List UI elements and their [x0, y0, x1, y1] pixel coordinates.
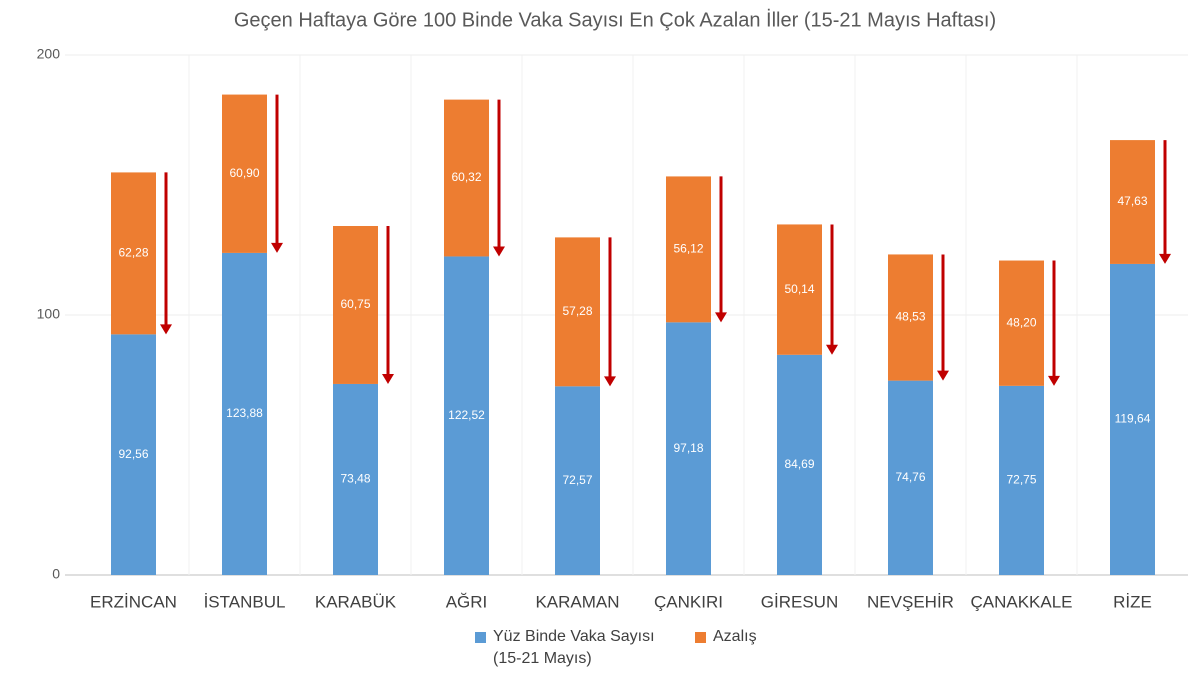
arrow-head	[715, 312, 727, 323]
y-tick-label: 100	[37, 306, 61, 322]
bar-segment	[777, 224, 822, 355]
x-tick-label: İSTANBUL	[204, 592, 286, 611]
data-label: 62,28	[118, 246, 148, 260]
data-label: 72,75	[1006, 473, 1036, 487]
legend-swatch	[695, 632, 706, 643]
bar-segment	[999, 385, 1044, 575]
data-label: 92,56	[118, 447, 148, 461]
bar-segment	[333, 383, 378, 575]
x-tick-label: ERZİNCAN	[90, 592, 177, 611]
data-label: 97,18	[673, 441, 703, 455]
data-label: 73,48	[340, 472, 370, 486]
data-label: 60,75	[340, 297, 370, 311]
data-label: 48,20	[1006, 315, 1036, 329]
legend-item: Azalış	[695, 628, 757, 648]
legend-item: Yüz Binde Vaka Sayısı (15-21 Mayıs)	[475, 628, 673, 670]
bar-segment	[1110, 140, 1155, 264]
bar-segment	[333, 226, 378, 384]
arrow-head	[160, 324, 172, 335]
data-label: 72,57	[562, 473, 592, 487]
data-label: 48,53	[895, 310, 925, 324]
data-label: 119,64	[1115, 412, 1151, 426]
data-label: 84,69	[784, 457, 814, 471]
bar-segment	[222, 94, 267, 253]
bar-segment	[444, 256, 489, 575]
bar-segment	[444, 99, 489, 257]
data-label: 56,12	[673, 242, 703, 256]
x-tick-label: KARAMAN	[535, 592, 619, 611]
chart-title: Geçen Haftaya Göre 100 Binde Vaka Sayısı…	[234, 8, 996, 31]
y-tick-label: 0	[52, 566, 60, 582]
arrow-head	[493, 246, 505, 257]
legend-label: Azalış	[713, 628, 757, 645]
x-tick-label: NEVŞEHİR	[867, 592, 954, 611]
bar-segment	[111, 334, 156, 575]
x-tick-label: ÇANKIRI	[654, 592, 723, 611]
bar-segment	[888, 380, 933, 575]
x-tick-label: AĞRI	[446, 592, 488, 611]
x-tick-label: ÇANAKKALE	[970, 592, 1072, 611]
bar-segment	[555, 386, 600, 575]
y-tick-label: 200	[37, 46, 61, 62]
data-label: 57,28	[562, 304, 592, 318]
bar-segment	[222, 252, 267, 576]
arrow-head	[382, 373, 394, 384]
data-label: 122,52	[448, 408, 485, 422]
arrow-head	[937, 370, 949, 381]
arrow-head	[1048, 375, 1060, 386]
bar-segment	[999, 260, 1044, 386]
data-label: 60,32	[451, 170, 481, 184]
bar-segment	[888, 254, 933, 381]
data-label: 60,90	[229, 166, 259, 180]
bar-segment	[111, 172, 156, 335]
x-tick-label: KARABÜK	[315, 592, 397, 611]
data-label: 74,76	[895, 470, 925, 484]
bar-segment	[666, 322, 711, 575]
data-label: 123,88	[226, 406, 263, 420]
bar-segment	[777, 354, 822, 575]
legend-swatch	[475, 632, 486, 643]
arrow-head	[271, 242, 283, 253]
data-label: 47,63	[1117, 194, 1147, 208]
data-label: 50,14	[784, 282, 814, 296]
x-tick-label: GİRESUN	[761, 592, 838, 611]
arrow-head	[604, 376, 616, 387]
bar-segment	[555, 237, 600, 387]
bar-segment	[666, 176, 711, 323]
legend: Yüz Binde Vaka Sayısı (15-21 Mayıs) Azalı…	[475, 628, 779, 670]
legend-label: Yüz Binde Vaka Sayısı (15-21 Mayıs)	[493, 628, 655, 667]
arrow-head	[826, 344, 838, 355]
bar-segment	[1110, 263, 1155, 575]
arrow-head	[1159, 253, 1171, 264]
x-tick-label: RİZE	[1113, 592, 1152, 611]
